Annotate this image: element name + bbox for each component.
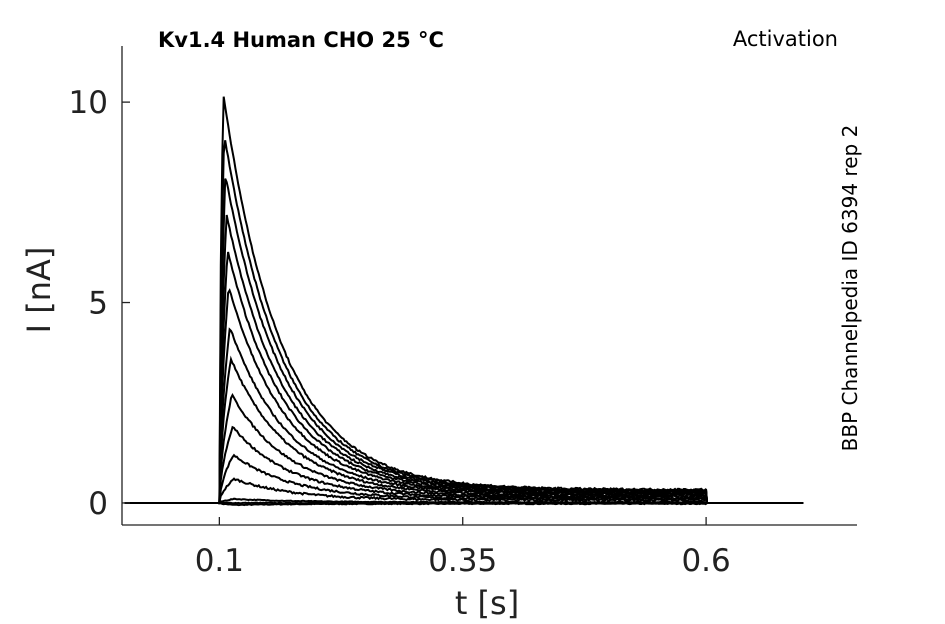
x-tick-label: 0.35 (428, 543, 497, 579)
current-trace-6 (124, 425, 804, 504)
y-tick-label: 5 (88, 286, 108, 322)
tick-group: 0.1 0.35 0.6 0 5 10 (69, 85, 731, 579)
current-trace-3 (124, 497, 804, 504)
y-axis-label: I [nA] (20, 247, 58, 334)
chart-title: Kv1.4 Human CHO 25 °C (158, 28, 444, 52)
x-tick-label: 0.1 (195, 543, 244, 579)
current-trace-8 (124, 355, 804, 504)
x-tick-label: 0.6 (681, 543, 730, 579)
current-trace-11 (124, 251, 804, 504)
current-trace-4 (124, 477, 804, 504)
y-tick-label: 0 (88, 486, 108, 522)
y-tick-label: 10 (69, 85, 108, 121)
protocol-label: Activation (733, 27, 838, 51)
source-label: BBP Channelpedia ID 6394 rep 2 (838, 125, 862, 452)
x-axis-label: t [s] (455, 584, 519, 622)
current-trace-15 (124, 96, 804, 504)
trace-group (124, 96, 804, 507)
